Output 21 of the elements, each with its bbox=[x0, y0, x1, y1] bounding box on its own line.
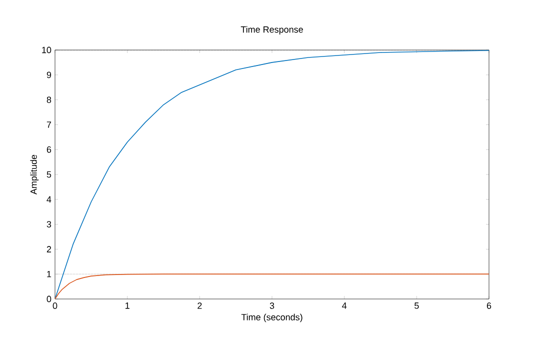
y-tick-label: 5 bbox=[46, 171, 52, 178]
y-tick-label: 4 bbox=[46, 196, 52, 202]
y-tick-label: 0 bbox=[46, 296, 52, 302]
x-tick-label: 2 bbox=[198, 302, 202, 309]
y-tick-label: 7 bbox=[46, 122, 52, 128]
y-tick-label: 10 bbox=[42, 46, 52, 54]
y-tick-label: 1 bbox=[47, 270, 52, 278]
chart-title: Time Response bbox=[240, 26, 303, 34]
y-axis-title: Amplitude bbox=[30, 154, 39, 194]
x-tick-label: 0 bbox=[52, 302, 58, 309]
y-tick-label: 2 bbox=[46, 246, 52, 252]
y-tick-label: 8 bbox=[46, 96, 52, 103]
x-tick-label: 3 bbox=[270, 302, 274, 309]
y-tick-label: 3 bbox=[46, 221, 52, 228]
x-tick-label: 6 bbox=[486, 302, 492, 309]
x-tick-label: 5 bbox=[414, 302, 419, 309]
x-tick-label: 1 bbox=[126, 302, 130, 309]
y-tick-label: 6 bbox=[46, 146, 52, 153]
x-axis-title: Time (seconds) bbox=[241, 314, 302, 322]
y-tick-label: 9 bbox=[46, 72, 52, 78]
x-tick-label: 4 bbox=[342, 302, 347, 309]
